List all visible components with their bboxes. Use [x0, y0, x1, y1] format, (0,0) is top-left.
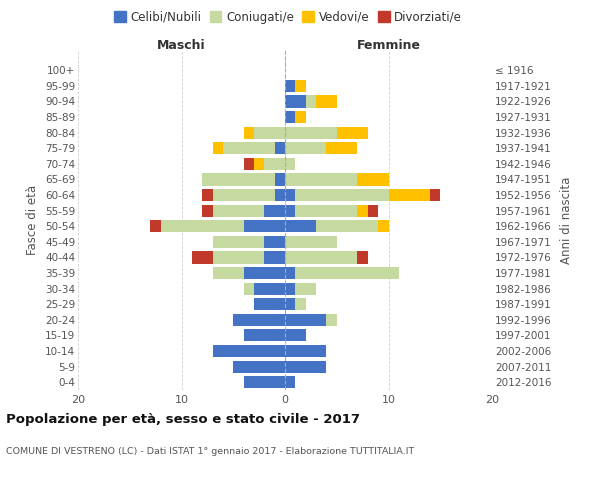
Text: Femmine: Femmine	[356, 38, 421, 52]
Bar	[316, 220, 378, 232]
Bar	[285, 360, 326, 372]
Bar	[202, 204, 212, 216]
Text: COMUNE DI VESTRENO (LC) - Dati ISTAT 1° gennaio 2017 - Elaborazione TUTTITALIA.I: COMUNE DI VESTRENO (LC) - Dati ISTAT 1° …	[6, 448, 414, 456]
Bar	[295, 298, 306, 310]
Bar	[244, 220, 285, 232]
Bar	[368, 204, 378, 216]
Bar	[212, 345, 285, 357]
Bar	[295, 189, 389, 201]
Bar	[254, 126, 285, 138]
Bar	[212, 252, 265, 264]
Bar	[295, 267, 399, 279]
Bar	[285, 252, 358, 264]
Bar	[212, 204, 265, 216]
Bar	[285, 80, 295, 92]
Bar	[295, 111, 306, 123]
Bar	[244, 126, 254, 138]
Bar	[275, 174, 285, 186]
Bar	[358, 174, 389, 186]
Bar	[275, 189, 285, 201]
Bar	[285, 142, 326, 154]
Bar	[212, 267, 244, 279]
Bar	[285, 158, 295, 170]
Bar	[275, 142, 285, 154]
Bar	[316, 96, 337, 108]
Bar	[212, 236, 265, 248]
Bar	[285, 376, 295, 388]
Bar	[295, 80, 306, 92]
Text: Maschi: Maschi	[157, 38, 206, 52]
Bar	[285, 96, 306, 108]
Bar	[161, 220, 244, 232]
Text: Popolazione per età, sesso e stato civile - 2017: Popolazione per età, sesso e stato civil…	[6, 412, 360, 426]
Bar	[254, 158, 265, 170]
Bar	[192, 252, 212, 264]
Bar	[358, 252, 368, 264]
Bar	[285, 267, 295, 279]
Bar	[378, 220, 389, 232]
Bar	[265, 204, 285, 216]
Bar	[326, 142, 358, 154]
Bar	[389, 189, 430, 201]
Bar	[265, 236, 285, 248]
Bar	[202, 174, 275, 186]
Legend: Celibi/Nubili, Coniugati/e, Vedovi/e, Divorziati/e: Celibi/Nubili, Coniugati/e, Vedovi/e, Di…	[109, 6, 467, 28]
Bar	[212, 189, 275, 201]
Bar	[212, 142, 223, 154]
Bar	[285, 282, 295, 294]
Bar	[430, 189, 440, 201]
Bar	[285, 314, 326, 326]
Bar	[244, 330, 285, 342]
Y-axis label: Fasce di età: Fasce di età	[26, 185, 40, 255]
Bar	[233, 314, 285, 326]
Bar	[244, 158, 254, 170]
Bar	[233, 360, 285, 372]
Bar	[306, 96, 316, 108]
Bar	[254, 282, 285, 294]
Bar	[285, 204, 295, 216]
Bar	[244, 267, 285, 279]
Bar	[265, 252, 285, 264]
Bar	[285, 236, 337, 248]
Bar	[285, 298, 295, 310]
Bar	[223, 142, 275, 154]
Bar	[285, 345, 326, 357]
Bar	[285, 220, 316, 232]
Bar	[285, 126, 337, 138]
Bar	[295, 204, 358, 216]
Bar	[295, 282, 316, 294]
Bar	[202, 189, 212, 201]
Bar	[285, 330, 306, 342]
Y-axis label: Anni di nascita: Anni di nascita	[560, 176, 573, 264]
Bar	[285, 174, 358, 186]
Bar	[285, 111, 295, 123]
Bar	[244, 376, 285, 388]
Bar	[326, 314, 337, 326]
Bar	[285, 189, 295, 201]
Bar	[244, 282, 254, 294]
Bar	[265, 158, 285, 170]
Bar	[337, 126, 368, 138]
Bar	[254, 298, 285, 310]
Bar	[358, 204, 368, 216]
Bar	[151, 220, 161, 232]
